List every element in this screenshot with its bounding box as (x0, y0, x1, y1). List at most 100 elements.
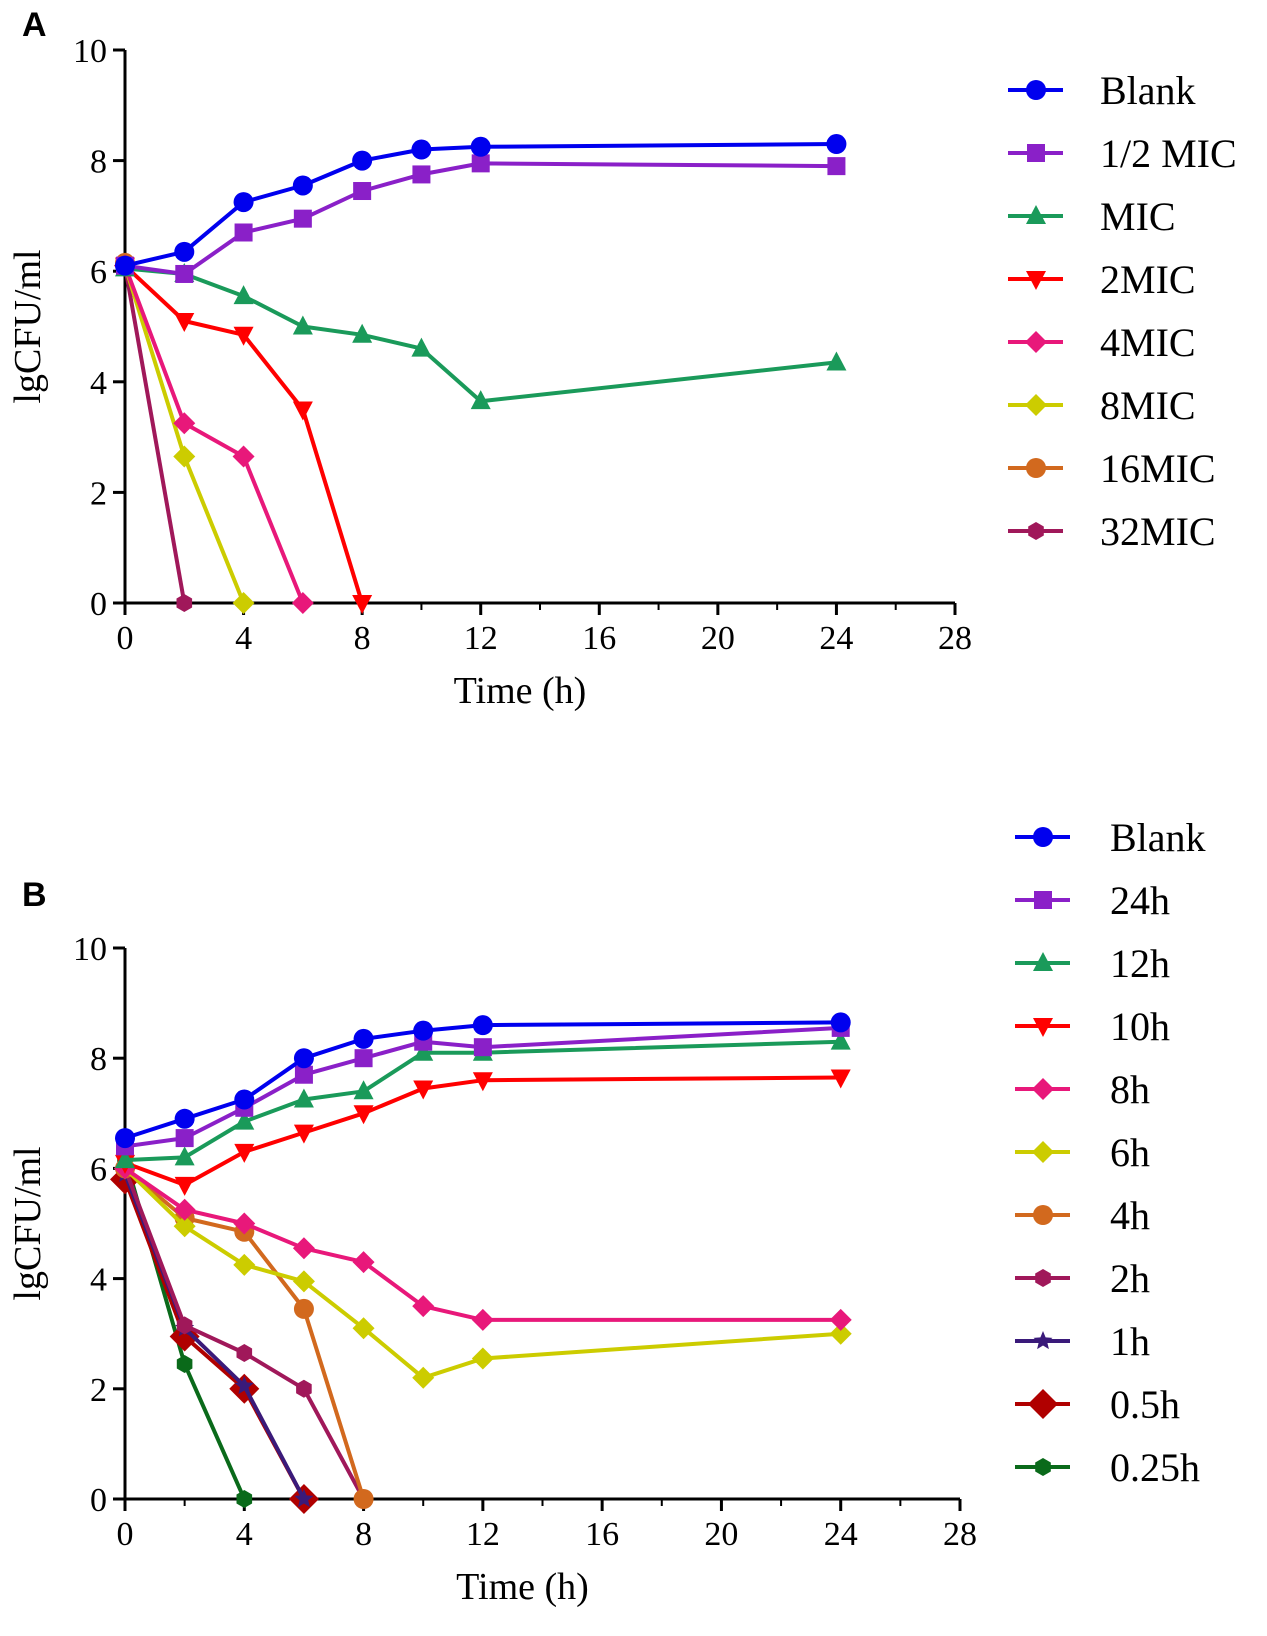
legend-marker (1025, 394, 1047, 416)
legend-label: MIC (1100, 194, 1176, 239)
data-point (173, 412, 196, 435)
legend-label: 8h (1110, 1067, 1150, 1112)
y-tick-label: 4 (90, 365, 107, 402)
data-point (234, 223, 253, 242)
legend-item: MIC (1008, 194, 1176, 239)
data-point (234, 1376, 254, 1395)
data-point (173, 445, 196, 468)
data-point (234, 1110, 255, 1130)
data-point (292, 315, 313, 335)
legend-item: 10h (1015, 1004, 1170, 1049)
data-point (292, 175, 313, 196)
legend-item: 2h (1015, 1256, 1150, 1301)
legend-item: Blank (1008, 68, 1196, 113)
data-point (233, 1212, 256, 1235)
series-8mic (114, 254, 255, 614)
data-point (115, 1128, 135, 1149)
y-tick-label: 4 (90, 1262, 107, 1299)
data-point (411, 337, 432, 357)
data-point (353, 1489, 374, 1509)
legend-label: 4MIC (1100, 320, 1196, 365)
legend-label: Blank (1100, 68, 1196, 113)
data-point (236, 1490, 253, 1508)
legend-label: 6h (1110, 1130, 1150, 1175)
data-point (830, 1069, 851, 1089)
legend-marker (1028, 522, 1044, 540)
y-tick-label: 10 (73, 931, 107, 968)
y-tick-label: 2 (90, 475, 107, 512)
series-line (124, 266, 837, 404)
y-tick-label: 6 (90, 254, 107, 291)
series-group (110, 1012, 852, 1514)
x-axis-title: Time (h) (456, 1566, 589, 1608)
data-point (293, 1048, 314, 1069)
legend-item: 4h (1015, 1193, 1150, 1238)
series-blank (115, 134, 847, 276)
legend-item: 1/2 MIC (1008, 131, 1237, 176)
data-point (293, 1088, 314, 1108)
series-line (123, 265, 187, 604)
x-tick-label: 0 (117, 620, 134, 657)
legend-item: 6h (1015, 1130, 1150, 1175)
data-point (352, 1317, 375, 1340)
data-point (176, 1355, 193, 1373)
data-point (233, 1253, 256, 1276)
legend-item: 0.5h (1015, 1382, 1180, 1427)
x-tick-label: 12 (464, 620, 498, 657)
legend-marker (1033, 1018, 1053, 1037)
data-point (234, 1089, 255, 1110)
series-6h (114, 1157, 852, 1389)
x-tick-label: 16 (585, 1516, 619, 1553)
x-tick-label: 28 (943, 1516, 977, 1553)
legend-label: 12h (1110, 941, 1170, 986)
data-point (291, 592, 314, 614)
panel-letter: A (22, 6, 47, 44)
data-point (174, 241, 195, 262)
data-point (233, 192, 254, 213)
x-axis-title: Time (h) (454, 670, 587, 712)
legend-marker (1033, 827, 1053, 847)
series-line (124, 1075, 841, 1187)
data-point (234, 1143, 255, 1163)
y-tick-label: 0 (90, 586, 107, 623)
legend-marker (1026, 458, 1046, 478)
data-point (826, 134, 847, 155)
data-point (232, 445, 255, 468)
legend-marker (1026, 271, 1046, 290)
legend-marker (1026, 205, 1046, 224)
legend-marker (1025, 331, 1047, 353)
series-8h (114, 1157, 852, 1331)
data-point (412, 165, 431, 184)
data-point (413, 1041, 434, 1061)
data-point (826, 351, 847, 371)
legend-item: 0.25h (1015, 1445, 1200, 1490)
x-tick-label: 24 (824, 1516, 858, 1553)
data-point (470, 390, 491, 410)
x-tick-label: 16 (582, 620, 616, 657)
x-tick-label: 4 (236, 1516, 253, 1553)
data-point (233, 326, 254, 346)
data-point (293, 209, 312, 228)
legend-label: Blank (1110, 815, 1206, 860)
series-1-2-mic (116, 154, 846, 283)
data-point (829, 1308, 852, 1331)
data-point (353, 1105, 374, 1125)
legend-label: 4h (1110, 1193, 1150, 1238)
data-point (413, 1080, 434, 1100)
data-point (472, 1015, 493, 1036)
y-tick-label: 10 (73, 33, 107, 70)
data-point (292, 1270, 315, 1293)
legend-item: 8MIC (1008, 383, 1196, 428)
y-tick-label: 0 (90, 1482, 107, 1519)
x-tick-label: 4 (235, 620, 252, 657)
data-point (353, 182, 372, 201)
series-line (123, 264, 365, 604)
series-blank (115, 1012, 851, 1149)
data-point (412, 1366, 435, 1389)
legend-item: 2MIC (1008, 257, 1196, 302)
data-point (294, 1065, 313, 1084)
y-tick-label: 2 (90, 1372, 107, 1409)
data-point (352, 150, 373, 171)
